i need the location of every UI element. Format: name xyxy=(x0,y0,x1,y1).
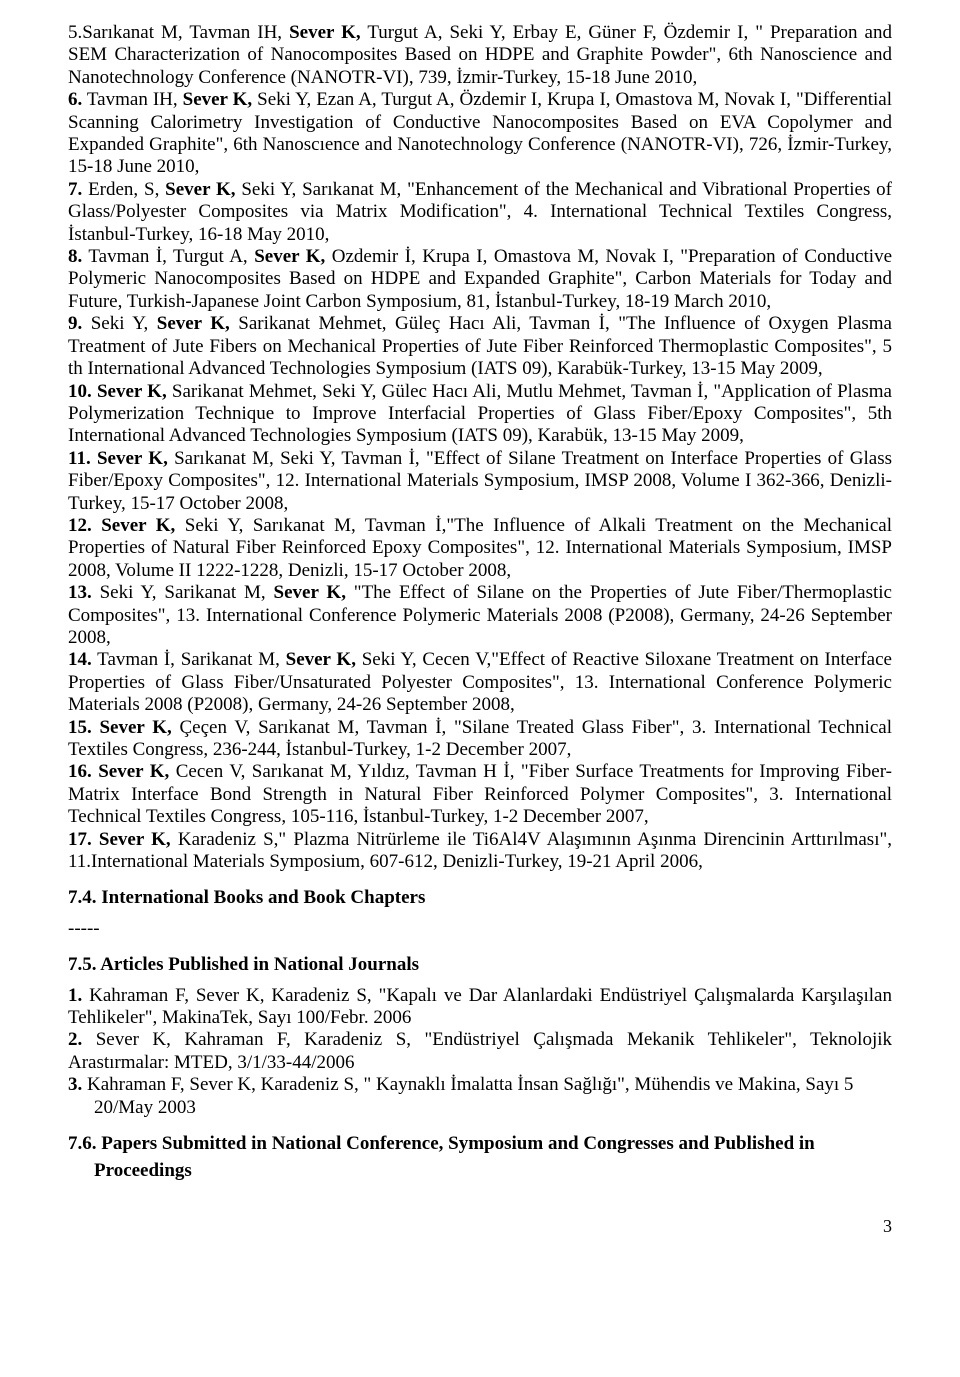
ref-6: 6. Tavman IH, Sever K, Seki Y, Ezan A, T… xyxy=(68,89,892,179)
section-7-6-heading-line2: Proceedings xyxy=(68,1160,892,1182)
ref-5: 5.Sarıkanat M, Tavman IH, Sever K, Turgu… xyxy=(68,22,892,89)
page-content: 5.Sarıkanat M, Tavman IH, Sever K, Turgu… xyxy=(0,0,960,1377)
ref-9: 9. Seki Y, Sever K, Sarikanat Mehmet, Gü… xyxy=(68,313,892,380)
section-7-5-heading: 7.5. Articles Published in National Jour… xyxy=(68,954,892,976)
ref-16: 16. Sever K, Cecen V, Sarıkanat M, Yıldı… xyxy=(68,761,892,828)
empty-dashes: ----- xyxy=(68,918,892,940)
ref-7: 7. Erden, S, Sever K, Seki Y, Sarıkanat … xyxy=(68,179,892,246)
section-7-6-heading-line1: 7.6. Papers Submitted in National Confer… xyxy=(68,1133,892,1155)
nat-ref-1: 1. Kahraman F, Sever K, Karadeniz S, "Ka… xyxy=(68,985,892,1030)
nat-ref-2: 2. Sever K, Kahraman F, Karadeniz S, "En… xyxy=(68,1029,892,1074)
ref-13: 13. Seki Y, Sarikanat M, Sever K, "The E… xyxy=(68,582,892,649)
ref-10: 10. Sever K, Sarikanat Mehmet, Seki Y, G… xyxy=(68,381,892,448)
nat-ref-3-line2: 20/May 2003 xyxy=(68,1097,892,1119)
page-number: 3 xyxy=(68,1186,892,1237)
section-7-4-heading: 7.4. International Books and Book Chapte… xyxy=(68,887,892,909)
ref-17: 17. Sever K, Karadeniz S," Plazma Nitrür… xyxy=(68,829,892,874)
ref-15: 15. Sever K, Çeçen V, Sarıkanat M, Tavma… xyxy=(68,717,892,762)
ref-8: 8. Tavman İ, Turgut A, Sever K, Ozdemir … xyxy=(68,246,892,313)
nat-ref-3-line1: 3. Kahraman F, Sever K, Karadeniz S, " K… xyxy=(68,1074,892,1096)
ref-11: 11. Sever K, Sarıkanat M, Seki Y, Tavman… xyxy=(68,448,892,515)
ref-14: 14. Tavman İ, Sarikanat M, Sever K, Seki… xyxy=(68,649,892,716)
ref-12: 12. Sever K, Seki Y, Sarıkanat M, Tavman… xyxy=(68,515,892,582)
